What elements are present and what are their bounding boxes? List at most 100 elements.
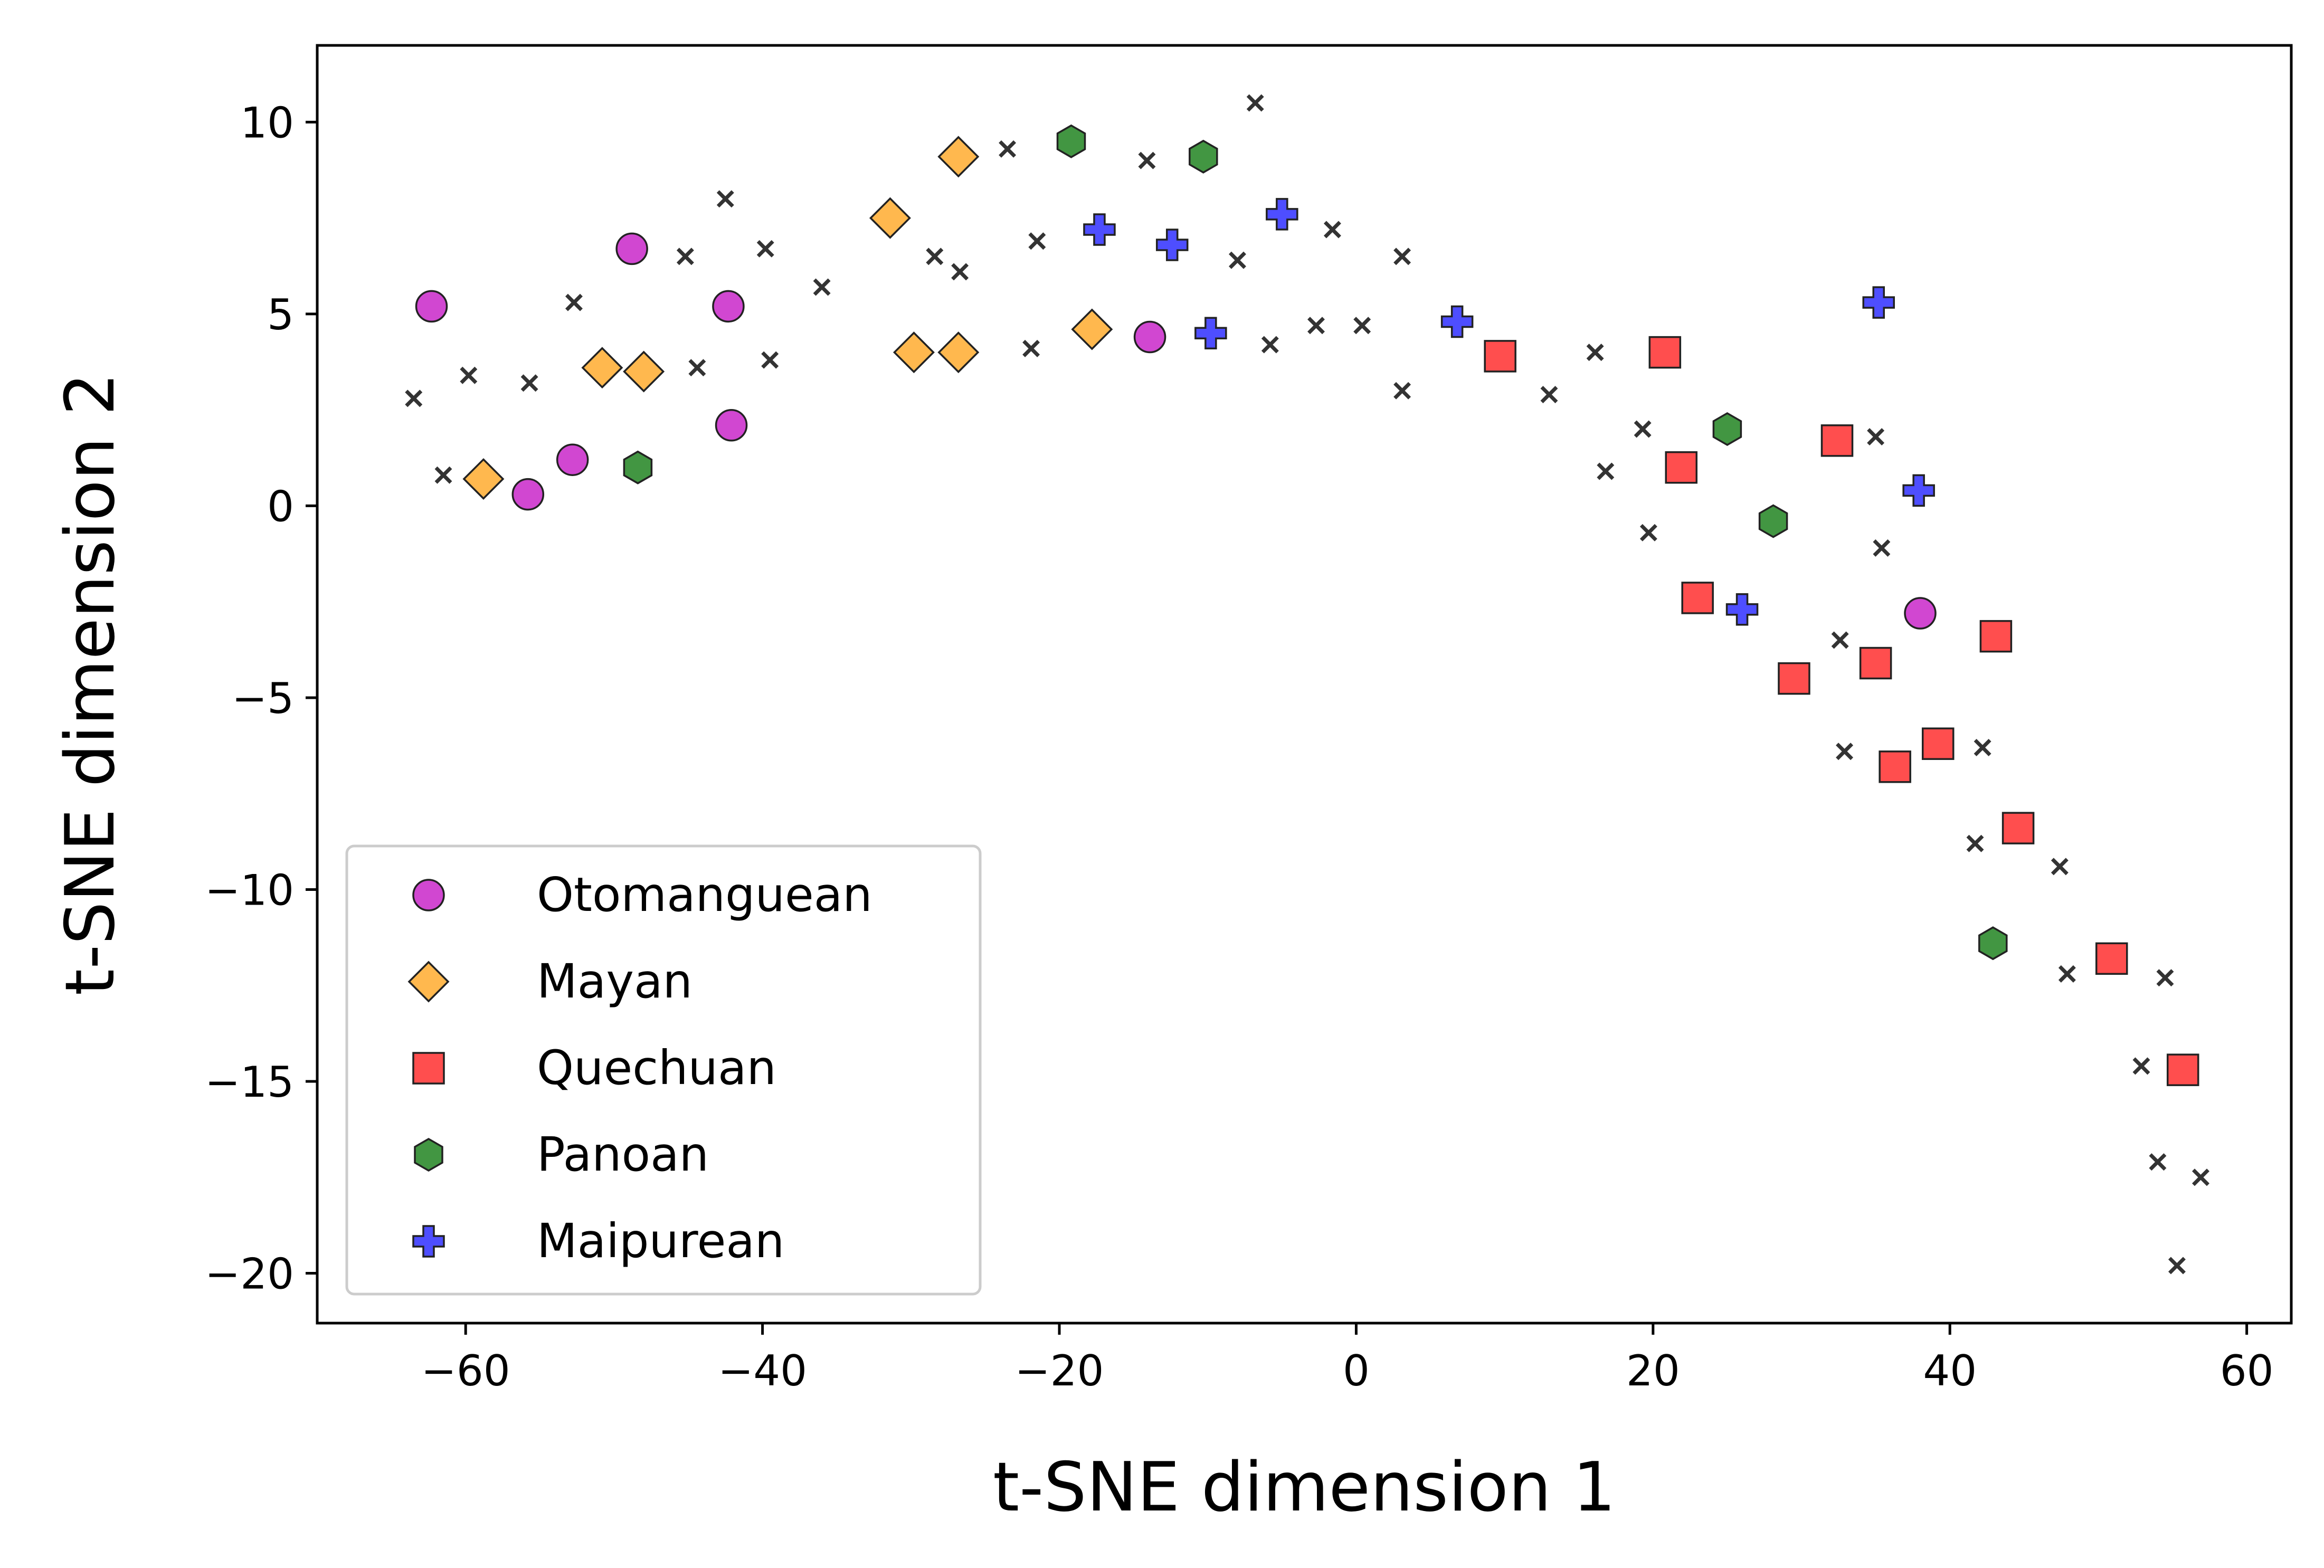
legend-label: Panoan (537, 1127, 709, 1182)
data-point-x (716, 190, 734, 208)
data-point-x (1393, 382, 1411, 400)
legend-item: Quechuan (412, 1040, 776, 1095)
y-tick-label: 10 (240, 98, 294, 147)
y-tick-label: −20 (205, 1249, 294, 1298)
data-point-x (1586, 344, 1604, 362)
data-point-square (1979, 620, 2013, 653)
x-tick-label: −60 (421, 1346, 510, 1395)
x-tick-label: 0 (1343, 1346, 1370, 1395)
data-point-x (2132, 1057, 2150, 1075)
legend-item: Otomanguean (412, 867, 872, 922)
data-point-circle (1133, 320, 1166, 354)
y-tick-label: 0 (267, 482, 294, 531)
data-point-square (1859, 647, 1892, 680)
data-point-x (1836, 743, 1854, 761)
data-points (405, 94, 2209, 1275)
data-point-plus (1902, 474, 1935, 507)
data-point-x (565, 293, 583, 311)
data-point-plus (1725, 593, 1759, 626)
data-point-x (1261, 336, 1279, 354)
data-point-square (1484, 340, 1516, 373)
data-point-square (1648, 336, 1682, 369)
data-point-diamond (869, 197, 911, 239)
series-otomanguean (415, 232, 1937, 630)
data-point-circle (715, 409, 748, 442)
data-point-x (2192, 1168, 2209, 1186)
data-point-x (2051, 858, 2069, 876)
legend-label: Maipurean (537, 1213, 784, 1268)
data-point-x (1323, 221, 1341, 239)
data-point-x (1246, 94, 1264, 112)
data-point-diamond (1071, 308, 1113, 350)
legend-marker (412, 1052, 445, 1085)
data-point-x (405, 389, 423, 407)
data-point-x (1393, 248, 1411, 265)
data-point-hexagon (623, 450, 653, 484)
data-point-square (1681, 582, 1714, 614)
data-point-x (520, 374, 538, 392)
data-point-x (1639, 524, 1657, 541)
legend-marker (414, 1137, 443, 1172)
series-quechuan (1484, 336, 2199, 1086)
data-point-x (1873, 539, 1891, 557)
y-axis-label: t-SNE dimension 2 (51, 373, 130, 995)
data-point-x (460, 366, 478, 384)
legend-item: Mayan (407, 954, 693, 1009)
data-point-x (999, 140, 1017, 158)
legend-item: Panoan (414, 1127, 709, 1182)
data-point-x (1022, 339, 1040, 357)
data-point-x (2156, 969, 2174, 987)
data-point-x (1540, 386, 1558, 404)
data-point-hexagon (1056, 124, 1086, 158)
data-point-diamond (893, 331, 935, 374)
data-point-diamond (462, 458, 505, 500)
data-point-x (434, 466, 452, 484)
data-point-x (2058, 965, 2076, 983)
data-point-plus (1155, 229, 1189, 261)
data-point-x (1974, 738, 1991, 756)
data-point-x (1307, 317, 1325, 335)
data-point-x (688, 359, 706, 377)
data-point-circle (712, 290, 745, 323)
legend-marker (407, 961, 450, 1003)
series-unlabeled (405, 94, 2209, 1275)
x-tick-label: 20 (1626, 1346, 1680, 1395)
legend-marker (412, 879, 445, 911)
data-point-hexagon (1758, 504, 1788, 538)
data-point-x (1867, 428, 1885, 446)
data-point-diamond (623, 350, 665, 393)
data-point-circle (415, 290, 448, 323)
data-point-square (1820, 424, 1854, 457)
data-point-x (1353, 317, 1371, 335)
data-point-square (2166, 1053, 2199, 1086)
data-point-plus (1266, 198, 1298, 231)
series-mayan (462, 136, 1113, 500)
data-point-x (761, 351, 779, 369)
data-point-x (1597, 462, 1615, 480)
data-point-circle (615, 232, 648, 265)
data-point-diamond (937, 136, 980, 178)
data-point-circle (1904, 597, 1937, 630)
data-point-square (1879, 750, 1911, 783)
x-tick-label: 60 (2220, 1346, 2274, 1395)
plot-frame (316, 44, 2293, 1325)
data-point-circle (511, 478, 545, 511)
y-tick-label: −5 (232, 674, 294, 723)
data-point-circle (556, 443, 589, 476)
data-point-square (2002, 812, 2035, 844)
legend-label: Otomanguean (537, 867, 872, 922)
data-point-x (813, 278, 831, 296)
data-point-square (2095, 942, 2128, 975)
legend-box (345, 844, 982, 1296)
data-point-hexagon (1712, 412, 1742, 446)
data-point-x (2149, 1153, 2167, 1171)
series-maipurean (1083, 198, 1935, 626)
data-point-x (1634, 420, 1652, 438)
y-tick-label: 5 (267, 290, 294, 339)
legend: Otomanguean Mayan Quechuan Panoan Maipurean (345, 844, 982, 1296)
y-axis-ticks: −20 −15 −10 −5 0 5 10 (205, 98, 317, 1298)
data-point-square (1778, 662, 1810, 695)
legend-marker (412, 1225, 445, 1258)
data-point-x (2168, 1257, 2186, 1275)
